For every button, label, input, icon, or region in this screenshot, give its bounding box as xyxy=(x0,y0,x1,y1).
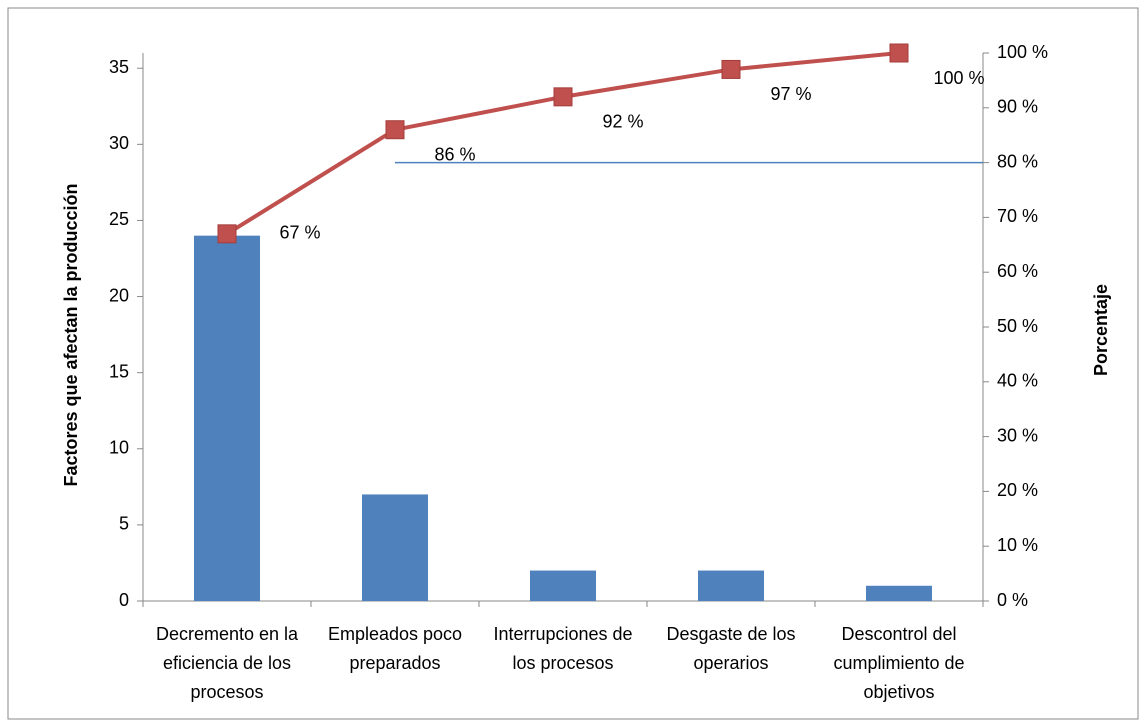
bar xyxy=(362,494,428,601)
data-label: 92 % xyxy=(602,112,643,132)
y2-tick-label: 80 % xyxy=(997,151,1038,171)
frame xyxy=(7,7,1139,720)
y2-tick-label: 40 % xyxy=(997,371,1038,391)
y-tick-label: 5 xyxy=(119,514,129,534)
y2-tick-label: 50 % xyxy=(997,316,1038,336)
marker xyxy=(217,224,237,244)
y2-tick-label: 30 % xyxy=(997,425,1038,445)
data-label: 100 % xyxy=(933,68,984,88)
y2-tick-label: 100 % xyxy=(997,42,1048,62)
data-label: 97 % xyxy=(770,84,811,104)
data-label: 86 % xyxy=(434,144,475,164)
bar xyxy=(194,235,260,601)
marker xyxy=(553,87,573,107)
y2-tick-label: 20 % xyxy=(997,480,1038,500)
y-tick-label: 35 xyxy=(109,57,129,77)
y2-tick-label: 10 % xyxy=(997,535,1038,555)
y2-tick-label: 90 % xyxy=(997,97,1038,117)
y2-tick-label: 0 % xyxy=(997,590,1028,610)
y-tick-label: 20 xyxy=(109,285,129,305)
y-tick-label: 0 xyxy=(119,590,129,610)
x-tick-label: Decremento en la eficiencia de los proce… xyxy=(155,624,299,702)
x-tick-label: Desgaste de los operarios xyxy=(666,624,796,673)
y2-axis-title: Porcentaje xyxy=(1091,284,1111,376)
bar xyxy=(530,570,596,601)
y2-tick-label: 70 % xyxy=(997,206,1038,226)
bar xyxy=(866,585,932,601)
y-tick-label: 10 xyxy=(109,438,129,458)
y-tick-label: 25 xyxy=(109,209,129,229)
x-tick-label: Empleados poco preparados xyxy=(327,624,463,673)
bar xyxy=(698,570,764,601)
y-axis-title: Factores que afectan la producción xyxy=(61,183,81,486)
data-label: 67 % xyxy=(279,223,320,243)
y-tick-label: 30 xyxy=(109,133,129,153)
marker xyxy=(385,120,405,140)
marker xyxy=(721,59,741,79)
x-tick-label: Interrupciones de los procesos xyxy=(493,624,633,673)
x-tick-label: Descontrol del cumplimiento de objetivos xyxy=(833,624,965,702)
marker xyxy=(889,43,909,63)
y2-tick-label: 60 % xyxy=(997,261,1038,281)
y-tick-label: 15 xyxy=(109,361,129,381)
